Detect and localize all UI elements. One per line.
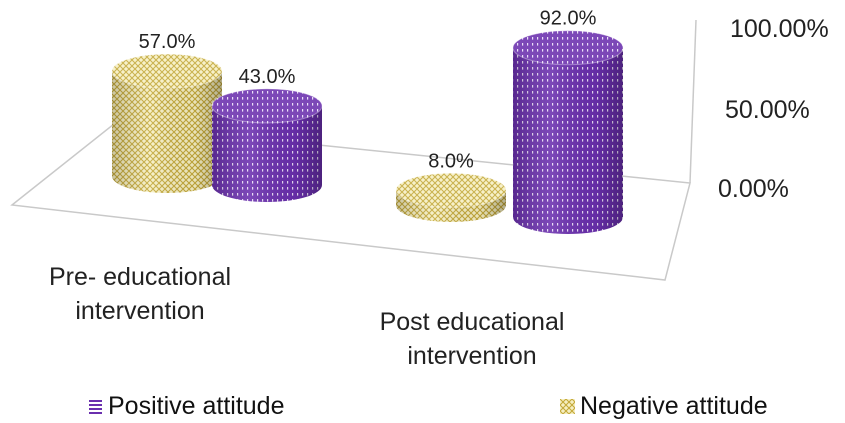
data-label-negative-1: 8.0% (428, 150, 474, 172)
chart-value-labels: 57.0% 43.0% 8.0% 92.0% (139, 8, 597, 173)
data-label-positive-0: 43.0% (239, 66, 296, 88)
bar-negative-1 (395, 172, 507, 222)
legend-item-positive: Positive attitude (88, 392, 285, 421)
x-category-label-0: Pre- educational intervention (49, 263, 231, 325)
legend-label-negative: Negative attitude (580, 392, 768, 420)
legend-swatch-positive-icon (88, 399, 103, 414)
data-label-positive-1: 92.0% (540, 8, 597, 30)
y-tick-label: 50.00% (725, 96, 810, 124)
bar-positive-0 (211, 88, 323, 202)
legend-item-negative: Negative attitude (560, 392, 768, 421)
data-label-negative-0: 57.0% (139, 31, 196, 53)
x-axis-category-labels: Pre- educational intervention Post educati… (49, 263, 564, 370)
legend-swatch-negative-icon (560, 399, 575, 414)
bar-negative-0 (111, 53, 223, 193)
bar-positive-1 (512, 30, 624, 234)
x-category-label-1: Post educational intervention (380, 308, 565, 370)
y-axis-tick-labels: 100.00% 50.00% 0.00% (718, 15, 829, 203)
y-tick-label: 0.00% (718, 175, 789, 203)
legend-label-positive: Positive attitude (108, 392, 285, 420)
chart-bars (111, 30, 624, 234)
chart-back-wall-edge (689, 19, 697, 184)
y-tick-label: 100.00% (730, 15, 829, 43)
